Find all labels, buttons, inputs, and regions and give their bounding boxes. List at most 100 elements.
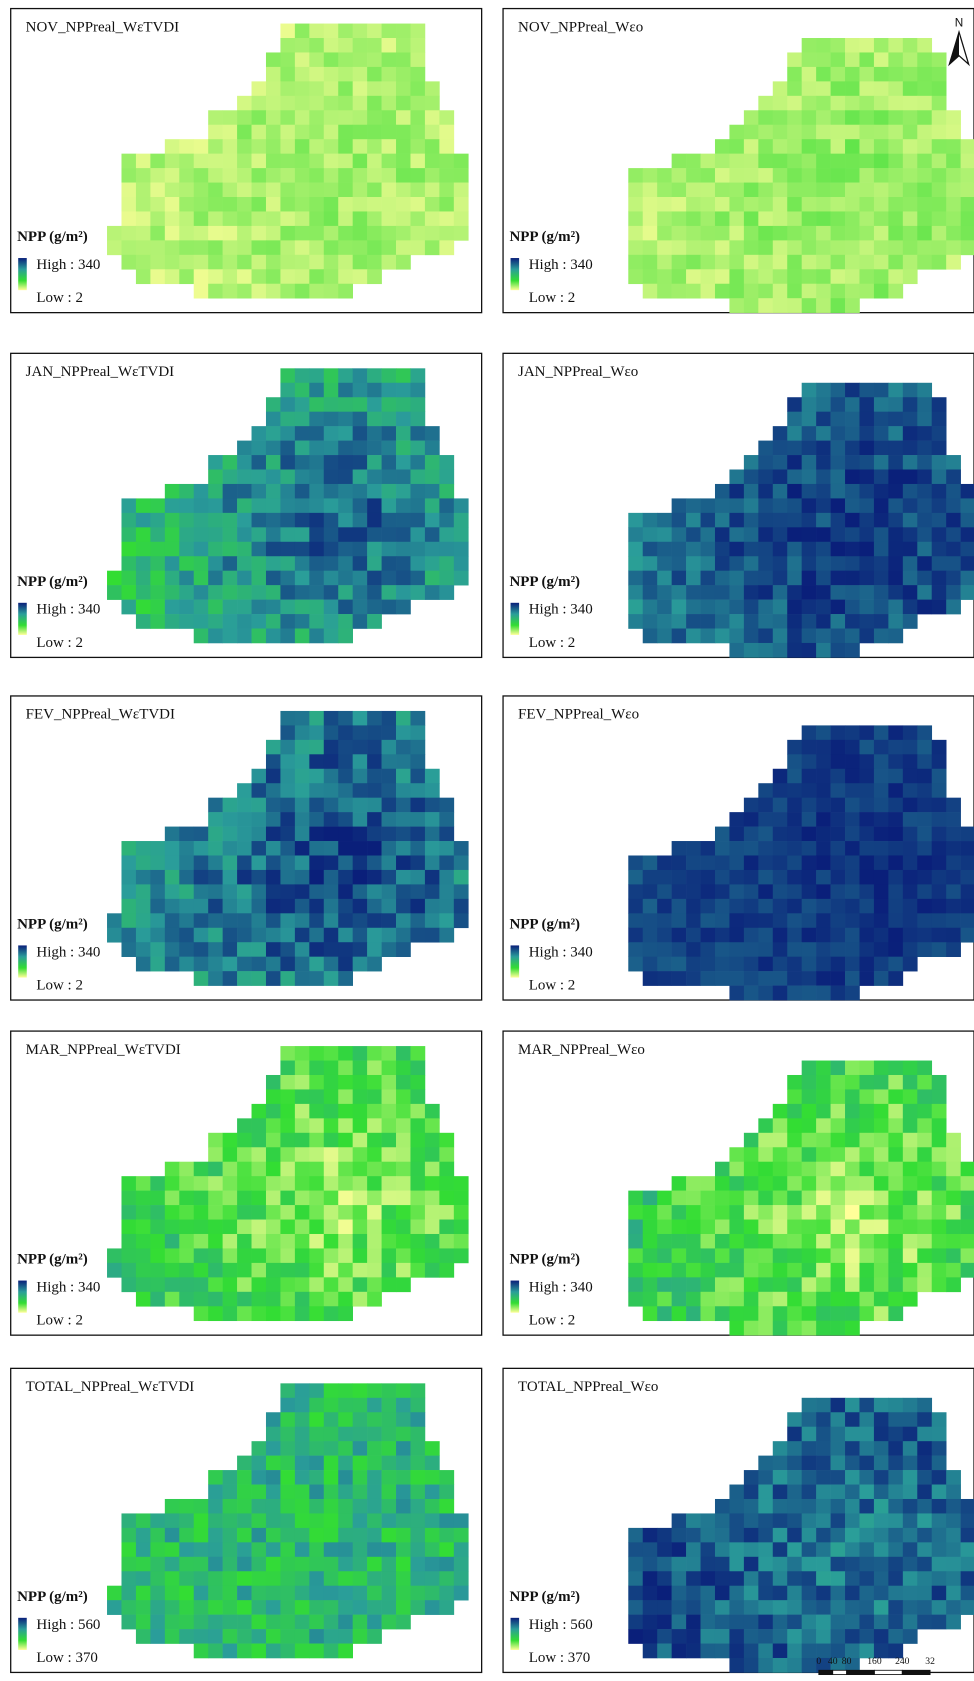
raster-cell xyxy=(294,1426,310,1442)
raster-cell xyxy=(237,1262,252,1278)
raster-cell xyxy=(121,556,137,572)
raster-cell xyxy=(902,1291,918,1307)
scale-bar-segment xyxy=(901,1669,931,1676)
raster-cell xyxy=(352,66,368,82)
raster-cell xyxy=(628,855,644,871)
raster-cell xyxy=(208,599,223,615)
raster-cell xyxy=(845,1542,860,1558)
raster-cell xyxy=(628,913,644,929)
raster-cell xyxy=(121,1614,137,1630)
raster-cell xyxy=(396,81,411,97)
raster-cell xyxy=(657,1306,672,1322)
raster-cell xyxy=(657,1277,672,1293)
raster-cell xyxy=(917,1190,933,1206)
raster-cell xyxy=(280,52,296,68)
raster-cell xyxy=(657,541,672,557)
raster-cell xyxy=(280,139,296,154)
raster-cell xyxy=(628,1248,644,1264)
raster-cell xyxy=(830,754,846,770)
scale-bar-label: 0 xyxy=(816,1656,821,1667)
raster-cell xyxy=(424,855,440,871)
raster-cell xyxy=(729,1527,745,1543)
raster-cell xyxy=(280,1629,296,1644)
panel-title: TOTAL_NPPreal_WεTVDI xyxy=(26,1379,195,1395)
raster-cell xyxy=(960,1527,974,1543)
raster-cell xyxy=(323,110,339,126)
raster-cell xyxy=(714,1176,730,1191)
raster-cell xyxy=(150,1219,166,1235)
raster-cell xyxy=(135,1600,151,1615)
raster-cell xyxy=(410,884,426,900)
raster-cell xyxy=(686,541,701,557)
raster-cell xyxy=(902,855,918,871)
raster-cell xyxy=(960,1600,974,1615)
raster-cell xyxy=(700,254,716,270)
raster-cell xyxy=(686,1306,701,1322)
raster-cell xyxy=(410,240,426,256)
raster-cell xyxy=(280,382,296,398)
raster-cell xyxy=(309,725,325,741)
raster-cell xyxy=(352,225,368,241)
raster-cell xyxy=(946,927,961,943)
raster-cell xyxy=(902,1219,918,1235)
raster-cell xyxy=(917,1542,933,1558)
raster-cell xyxy=(801,1455,817,1471)
raster-cell xyxy=(107,1262,122,1278)
raster-cell xyxy=(193,512,209,528)
raster-cell xyxy=(150,898,166,914)
raster-cell xyxy=(859,1205,875,1220)
raster-cell xyxy=(801,1089,817,1105)
raster-cell xyxy=(251,440,267,456)
raster-cell xyxy=(787,614,802,629)
raster-cell xyxy=(873,1527,889,1543)
legend-ramp xyxy=(18,258,27,291)
raster-cell xyxy=(410,797,426,813)
raster-cell xyxy=(222,1484,238,1500)
legend-ramp xyxy=(510,1617,520,1650)
raster-cell xyxy=(294,942,310,957)
raster-cell xyxy=(729,956,745,972)
raster-cell xyxy=(859,1571,875,1587)
raster-cell xyxy=(265,1074,281,1090)
raster-cell xyxy=(135,570,151,586)
raster-cell xyxy=(873,498,889,514)
raster-cell xyxy=(265,585,281,600)
raster-cell xyxy=(830,1103,846,1119)
raster-cell xyxy=(686,211,701,227)
raster-cell xyxy=(323,254,339,270)
raster-cell xyxy=(873,541,889,557)
raster-cell xyxy=(280,1176,296,1191)
raster-cell xyxy=(657,956,672,972)
raster-cell xyxy=(873,1556,889,1572)
raster-cell xyxy=(323,971,339,986)
raster-cell xyxy=(830,1320,846,1336)
raster-cell xyxy=(367,411,382,427)
raster-cell xyxy=(686,855,701,871)
raster-cell xyxy=(946,254,961,270)
raster-cell xyxy=(237,599,252,615)
raster-cell xyxy=(135,168,151,183)
raster-cell xyxy=(787,498,802,514)
raster-cell xyxy=(686,927,701,943)
raster-cell xyxy=(323,1089,339,1105)
raster-cell xyxy=(410,1176,426,1191)
raster-cell xyxy=(208,585,223,600)
raster-cell xyxy=(772,768,788,784)
raster-cell xyxy=(150,956,166,972)
raster-cell xyxy=(801,1103,817,1119)
raster-cell xyxy=(729,527,745,543)
raster-cell xyxy=(222,197,238,212)
raster-cell xyxy=(917,225,933,241)
raster-cell xyxy=(830,985,846,1001)
raster-cell xyxy=(801,298,817,313)
raster-cell xyxy=(816,1306,831,1322)
raster-cell xyxy=(859,527,875,543)
raster-cell xyxy=(396,225,411,241)
raster-cell xyxy=(396,1527,411,1543)
raster-cell xyxy=(642,585,658,600)
raster-cell xyxy=(222,110,238,126)
raster-cell xyxy=(801,225,817,241)
raster-cell xyxy=(323,1542,339,1558)
raster-cell xyxy=(729,1320,745,1336)
raster-cell xyxy=(743,1600,759,1615)
